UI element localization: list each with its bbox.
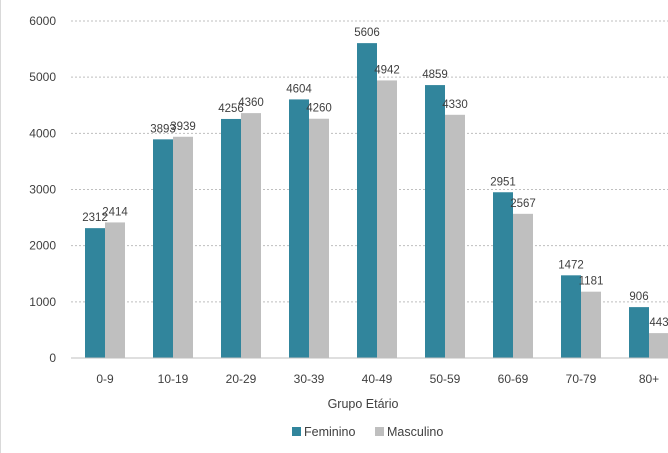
data-label: 4942 [374,64,400,76]
bar-masculino-50-59 [445,114,465,358]
x-tick-label: 80+ [639,372,659,386]
bar-masculino-0-9 [105,222,125,358]
data-label: 1472 [558,259,584,271]
data-label: 5606 [354,27,380,39]
y-tick-label: 2000 [29,239,56,253]
bar-feminino-40-49 [357,43,377,358]
x-tick-label: 60-69 [498,372,529,386]
data-label: 2312 [82,212,108,224]
y-tick-label: 0 [49,351,56,365]
bar-feminino-60-69 [493,192,513,358]
x-tick-label: 10-19 [158,372,189,386]
data-label: 4859 [422,69,448,81]
data-label: 3893 [150,123,176,135]
data-label: 4260 [306,103,332,115]
data-label: 906 [629,291,648,303]
data-labels: 2312 3893 4256 4604 5606 4859 2951 1472 906 2414 3… [82,27,668,329]
x-tick-label: 50-59 [430,372,461,386]
data-label: 4330 [442,99,468,111]
bar-masculino-60-69 [513,213,533,358]
y-axis-ticks: 0 1000 2000 3000 4000 5000 6000 [29,14,56,365]
bar-feminino-0-9 [85,228,105,358]
bar-masculino-20-29 [241,113,261,358]
data-label: 2414 [102,206,128,218]
data-label: 2951 [490,176,516,188]
data-label: 443 [649,317,668,329]
y-tick-label: 6000 [29,14,56,28]
bar-feminino-20-29 [221,118,241,358]
x-tick-label: 20-29 [226,372,257,386]
bar-feminino-10-19 [153,139,173,358]
legend-swatch-feminino [292,427,301,436]
legend-swatch-masculino [375,427,384,436]
bar-masculino-10-19 [173,136,193,358]
data-label: 4604 [286,83,312,95]
x-tick-label: 0-9 [96,372,114,386]
bar-feminino-30-39 [289,99,309,359]
x-axis-title: Grupo Etário [328,397,399,411]
y-tick-label: 4000 [29,126,56,140]
legend-label-masculino: Masculino [387,425,443,439]
bars [85,43,668,359]
legend-label-feminino: Feminino [304,425,355,439]
x-axis-ticks: 0-9 10-19 20-29 30-39 40-49 50-59 60-69 70-79 80… [96,372,659,386]
bar-masculino-80+ [649,333,668,358]
data-label: 3939 [170,121,196,133]
y-tick-label: 5000 [29,70,56,84]
x-tick-label: 30-39 [294,372,325,386]
data-label: 4256 [218,103,244,115]
bar-feminino-80+ [629,307,649,358]
data-label: 1181 [579,276,604,288]
data-label: 4360 [238,97,264,109]
bar-feminino-70-79 [561,275,581,358]
bar-masculino-70-79 [581,291,601,358]
x-tick-label: 40-49 [362,372,393,386]
bar-masculino-30-39 [309,118,329,358]
y-tick-label: 3000 [29,183,56,197]
bar-masculino-40-49 [377,80,397,359]
bar-feminino-50-59 [425,85,445,358]
legend: Feminino Masculino [292,425,443,439]
x-tick-label: 70-79 [566,372,597,386]
data-label: 2567 [510,198,536,210]
y-tick-label: 1000 [29,295,56,309]
